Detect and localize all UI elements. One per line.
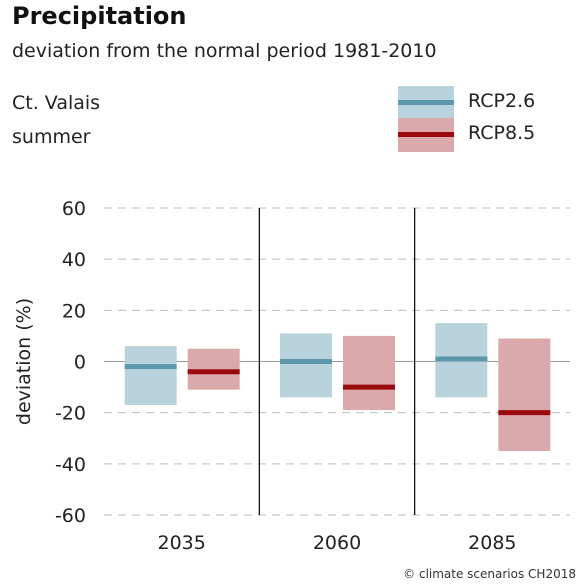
range-bar-rcp85 xyxy=(498,338,551,452)
x-tick-label: 2035 xyxy=(157,532,205,554)
y-tick-label: -40 xyxy=(55,454,86,476)
y-axis-title: deviation (%) xyxy=(13,298,35,425)
y-tick-label: -60 xyxy=(55,505,86,527)
y-tick-label: 60 xyxy=(62,198,86,220)
legend-median-line-rcp85 xyxy=(398,132,454,137)
legend-item-rcp85: RCP8.5 xyxy=(398,118,578,154)
x-tick-label: 2085 xyxy=(468,532,516,554)
region-label: Ct. Valais xyxy=(12,92,101,114)
y-tick-label: -20 xyxy=(55,403,86,425)
legend-median-line-rcp26 xyxy=(398,100,454,105)
y-tick-label: 20 xyxy=(62,300,86,322)
legend-item-rcp26: RCP2.6 xyxy=(398,86,578,122)
chart-title: Precipitation xyxy=(12,2,187,30)
chart-subtitle: deviation from the normal period 1981-20… xyxy=(12,40,437,62)
legend-label-rcp85: RCP8.5 xyxy=(468,122,536,144)
range-bar-rcp85 xyxy=(343,335,395,411)
legend-label-rcp26: RCP2.6 xyxy=(468,90,536,112)
x-tick-label: 2060 xyxy=(313,532,361,554)
y-tick-label: 0 xyxy=(74,352,86,374)
range-bar-rcp85 xyxy=(187,348,240,390)
y-tick-label: 40 xyxy=(62,249,86,271)
credit-text: © climate scenarios CH2018 xyxy=(403,567,576,581)
range-bar-rcp26 xyxy=(124,346,177,405)
range-bar-rcp26 xyxy=(280,333,332,398)
season-label: summer xyxy=(12,126,91,148)
